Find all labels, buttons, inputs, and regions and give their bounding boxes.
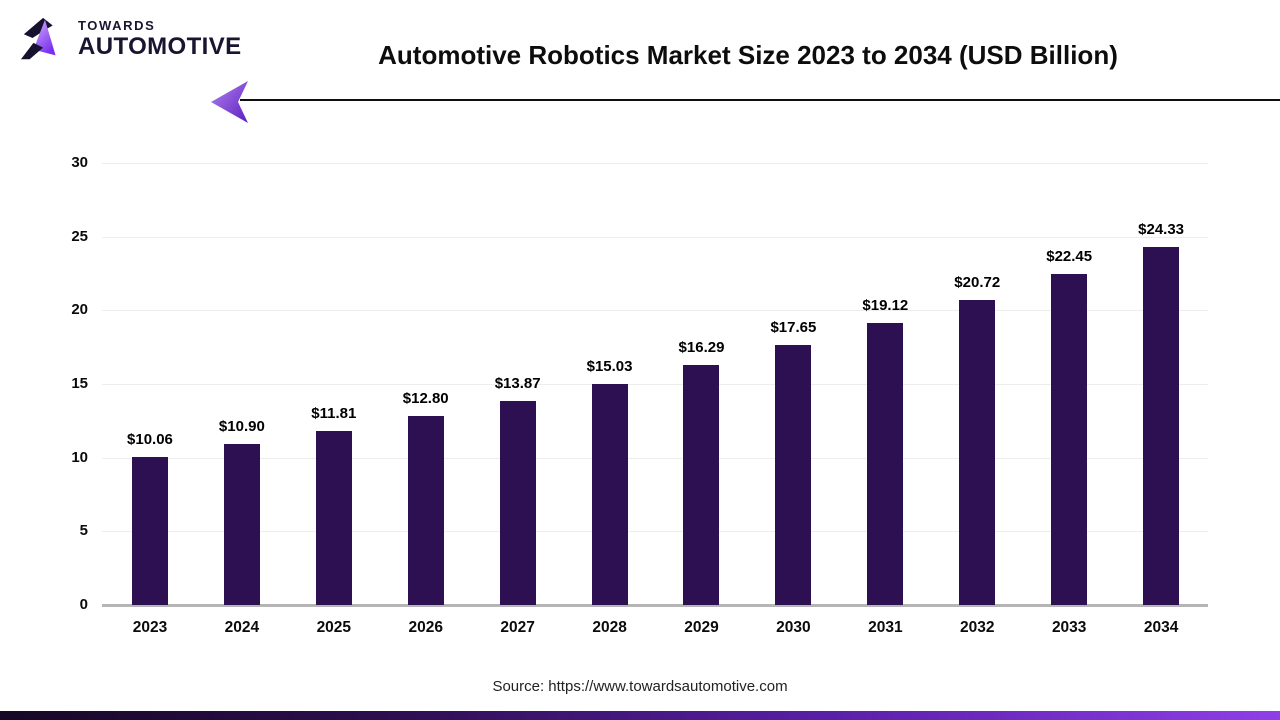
bar-2027: [499, 400, 536, 605]
bar-group-2032: $20.72: [931, 163, 1023, 605]
towards-automotive-a-mark-icon: [20, 17, 56, 60]
x-tick-2029: 2029: [684, 619, 719, 636]
bar-group-2029: $16.29: [656, 163, 748, 605]
bar-group-2023: $10.06: [104, 163, 196, 605]
bar-2023: [131, 456, 168, 605]
bar-group-2034: $24.33: [1115, 163, 1207, 605]
logo-line1: TOWARDS: [78, 18, 156, 33]
bar-group-2031: $19.12: [839, 163, 931, 605]
x-axis-labels: 2023 2024 2025 2026 2027 2028 2029 2030 2031 2032…: [104, 619, 1207, 637]
x-tick-2033: 2033: [1051, 619, 1087, 636]
y-tick-5: 5: [79, 522, 88, 540]
bar-group-2028: $15.03: [564, 163, 656, 605]
source-text: Source: https://www.towardsautomotive.co…: [492, 678, 788, 695]
bar-2032: [959, 299, 996, 605]
bar-2028: [591, 383, 628, 605]
bar-2030: [775, 344, 812, 605]
x-tick-2032: 2032: [960, 619, 995, 636]
x-tick-2026: 2026: [408, 619, 443, 636]
bar-value-2029: $16.29: [678, 339, 725, 356]
bar-2029: [683, 365, 720, 605]
bar-2031: [867, 323, 904, 605]
gridline-5: [102, 531, 1208, 533]
y-tick-20: 20: [71, 301, 88, 319]
x-tick-2024: 2024: [224, 619, 260, 636]
bar-group-2030: $17.65: [747, 163, 839, 605]
bar-value-2026: $12.80: [402, 390, 449, 408]
bar-2033: [1051, 274, 1088, 605]
bar-value-2031: $19.12: [862, 297, 909, 315]
x-tick-2025: 2025: [316, 619, 352, 636]
x-tick-2023: 2023: [132, 619, 168, 636]
bar-group-2027: $13.87: [472, 163, 564, 605]
bar-group-2024: $10.90: [196, 163, 288, 605]
bar-value-2030: $17.65: [770, 318, 817, 336]
x-tick-2031: 2031: [868, 619, 903, 636]
x-tick-2034: 2034: [1143, 619, 1179, 636]
x-axis-baseline: [102, 604, 1208, 607]
bar-value-2024: $10.90: [218, 418, 265, 436]
y-tick-30: 30: [71, 154, 88, 171]
gridline-25: [102, 236, 1208, 238]
left-arrow-icon: [211, 81, 248, 123]
bar-value-2028: $15.03: [586, 357, 633, 375]
y-tick-10: 10: [71, 448, 88, 466]
bar-2026: [407, 416, 444, 605]
x-tick-2027: 2027: [500, 619, 535, 636]
bar-value-2033: $22.45: [1046, 248, 1093, 266]
bar-group-2025: $11.81: [288, 163, 380, 605]
bar-value-2027: $13.87: [494, 374, 541, 392]
chart-title: Automotive Robotics Market Size 2023 to …: [378, 40, 1118, 70]
bar-value-2023: $10.06: [127, 430, 173, 448]
gridline-15: [102, 384, 1208, 385]
header-divider-line: [240, 99, 1280, 101]
bar-value-2034: $24.33: [1138, 220, 1185, 238]
bar-group-2033: $22.45: [1023, 163, 1115, 605]
x-tick-2028: 2028: [592, 619, 627, 636]
bar-value-2032: $20.72: [954, 273, 1001, 291]
x-tick-2030: 2030: [776, 619, 811, 636]
gridline-30: [102, 163, 1208, 164]
logo-wordmark: TOWARDS AUTOMOTIVE: [78, 19, 242, 59]
logo-line2: AUTOMOTIVE: [78, 33, 242, 60]
bar-value-2025: $11.81: [311, 405, 357, 422]
y-tick-25: 25: [71, 227, 88, 245]
gridline-20: [102, 310, 1208, 312]
bars-layer: $10.06 $10.90 $11.81 $12.80 $13.87 $15.03 $16.…: [104, 163, 1207, 605]
footer-gradient-bar: [0, 711, 1280, 720]
gridline-10: [102, 457, 1208, 459]
bar-2034: [1143, 246, 1180, 605]
towards-automotive-logo: TOWARDS AUTOMOTIVE: [20, 16, 242, 62]
bar-2025: [315, 431, 352, 605]
y-tick-15: 15: [71, 375, 88, 392]
bar-2024: [223, 444, 260, 605]
y-tick-0: 0: [79, 596, 88, 613]
bar-group-2026: $12.80: [380, 163, 472, 605]
